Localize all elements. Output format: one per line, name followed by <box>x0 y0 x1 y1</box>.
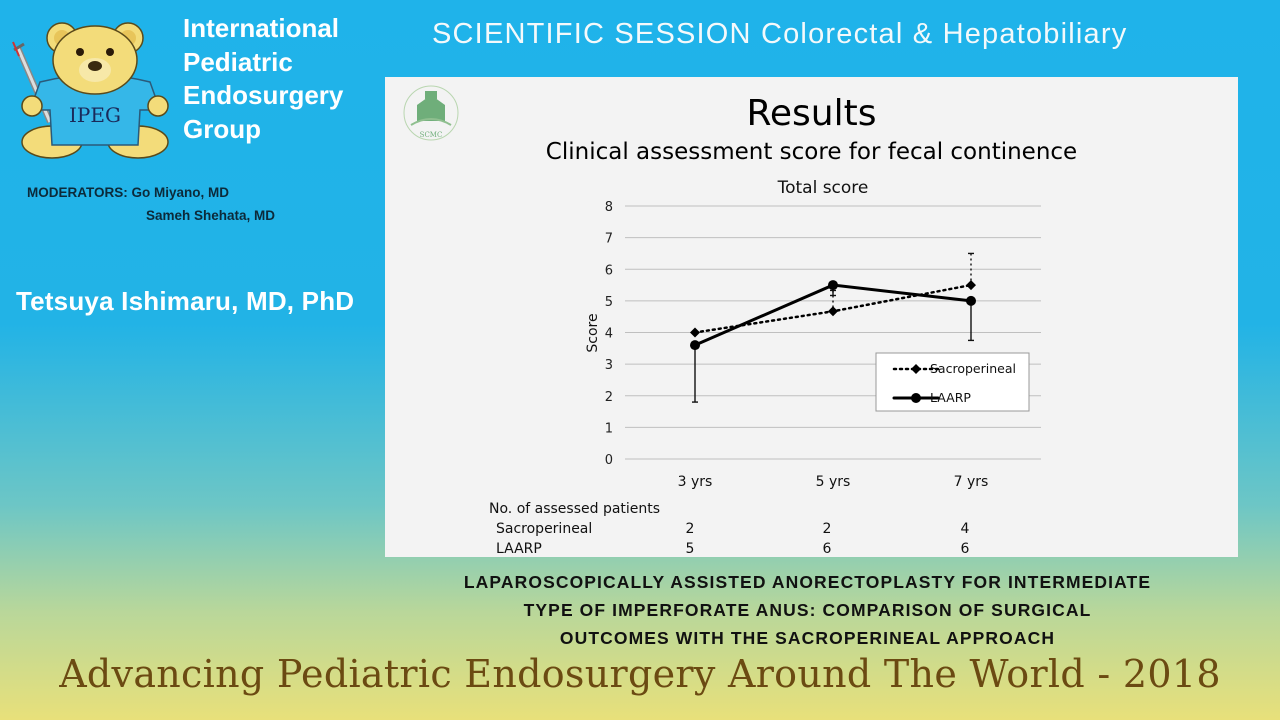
chart-title: Total score <box>777 178 869 198</box>
x-tick-label: 5 yrs <box>816 474 851 490</box>
data-point <box>690 340 700 351</box>
y-tick-label: 5 <box>605 295 613 310</box>
series-sacroperineal <box>690 252 976 338</box>
y-tick-label: 4 <box>605 327 613 342</box>
x-tick-label: 7 yrs <box>954 474 989 490</box>
moderators-label: MODERATORS: <box>27 185 128 200</box>
slide-subtitle: Clinical assessment score for fecal cont… <box>545 139 1078 165</box>
paper-title-line: TYPE OF IMPERFORATE ANUS: COMPARISON OF … <box>523 600 1092 620</box>
legend-label: LAARP <box>930 390 971 405</box>
table-cell: 2 <box>823 521 832 537</box>
y-tick-label: 3 <box>605 358 613 373</box>
session-title: SCIENTIFIC SESSION Colorectal & Hepatobi… <box>432 18 1128 50</box>
y-tick-label: 6 <box>605 263 613 278</box>
footer-banner: Advancing Pediatric Endosurgery Around T… <box>59 652 1221 696</box>
line-chart: Total score Score 0 1 2 3 4 5 6 7 8 3 yrs 5 yrs 7 … <box>489 178 1041 557</box>
paper-title-line: OUTCOMES WITH THE SACROPERINEAL APPROACH <box>559 628 1056 648</box>
y-tick-label: 0 <box>605 453 613 468</box>
x-tick-label: 3 yrs <box>678 474 713 490</box>
y-tick-label: 2 <box>605 390 613 405</box>
moderator-name: Sameh Shehata, MD <box>146 208 276 223</box>
table-cell: 6 <box>961 541 970 557</box>
paper-title: LAPAROSCOPICALLY ASSISTED ANORECTOPLASTY… <box>385 568 1230 652</box>
y-axis-label: Score <box>585 313 601 352</box>
table-header: No. of assessed patients <box>489 501 660 517</box>
series-laarp <box>690 280 976 403</box>
moderator-name: Go Miyano, MD <box>131 185 230 200</box>
table-row-label: Sacroperineal <box>496 521 592 537</box>
org-line: Group <box>183 113 261 144</box>
paper-title-line: LAPAROSCOPICALLY ASSISTED ANORECTOPLASTY… <box>463 572 1152 592</box>
legend-marker <box>911 364 921 374</box>
table-cell: 2 <box>686 521 695 537</box>
logo-text: IPEG <box>69 103 121 127</box>
presenter-name: Tetsuya Ishimaru, MD, PhD <box>16 286 355 316</box>
org-line: Pediatric <box>183 46 293 77</box>
data-point <box>966 280 976 291</box>
data-point <box>966 295 976 306</box>
data-point <box>690 327 700 338</box>
legend-marker <box>911 393 921 403</box>
scmc-logo-icon: SCMC <box>403 85 459 141</box>
org-line: International <box>183 13 340 43</box>
scmc-logo-text: SCMC <box>420 131 443 139</box>
org-line: Endosurgery <box>183 80 344 110</box>
moderators-block: MODERATORS: Go Miyano, MD Sameh Shehata,… <box>27 181 275 227</box>
ipeg-logo: IPEG <box>12 22 169 159</box>
table-cell: 6 <box>823 541 832 557</box>
organization-name: International Pediatric Endosurgery Grou… <box>183 12 343 146</box>
slide-title: Results <box>746 93 877 134</box>
y-tick-label: 7 <box>605 232 613 247</box>
y-tick-label: 1 <box>605 421 613 436</box>
table-cell: 5 <box>686 541 695 557</box>
data-point <box>828 280 838 291</box>
table-cell: 4 <box>961 521 970 537</box>
legend-label: Sacroperineal <box>930 361 1016 376</box>
data-point <box>828 306 838 317</box>
presentation-slide: SCMC Results Clinical assessment score f… <box>385 77 1238 557</box>
y-tick-label: 8 <box>605 200 613 215</box>
legend-box <box>875 352 1030 412</box>
table-row-label: LAARP <box>496 541 542 557</box>
